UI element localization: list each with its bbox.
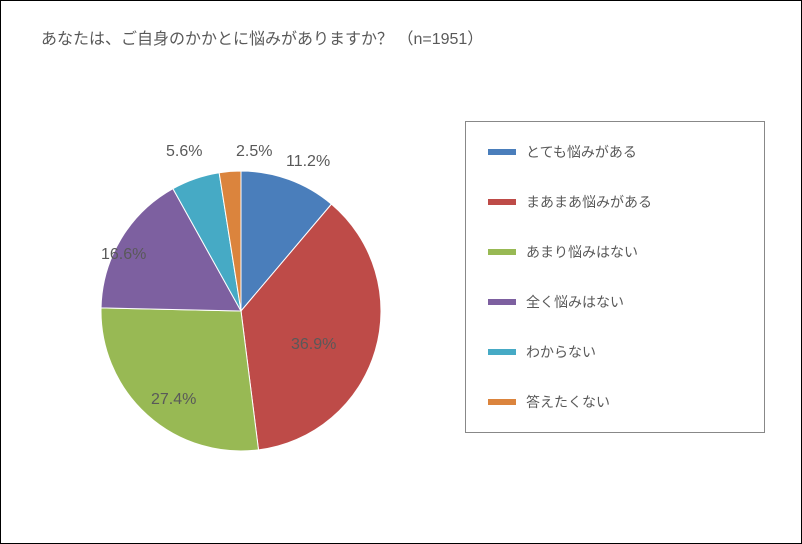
legend-item: 答えたくない bbox=[488, 392, 742, 412]
legend-swatch bbox=[488, 149, 516, 155]
legend-swatch bbox=[488, 399, 516, 405]
legend-label: まあまあ悩みがある bbox=[526, 192, 652, 212]
legend-item: わからない bbox=[488, 342, 742, 362]
legend-swatch bbox=[488, 199, 516, 205]
pie-chart: 11.2% 36.9% 27.4% 16.6% 5.6% 2.5% bbox=[61, 111, 421, 511]
pct-label: 27.4% bbox=[151, 391, 196, 409]
legend-swatch bbox=[488, 249, 516, 255]
pct-label: 2.5% bbox=[236, 143, 272, 161]
pct-label: 5.6% bbox=[166, 143, 202, 161]
legend-item: とても悩みがある bbox=[488, 142, 742, 162]
legend: とても悩みがあるまあまあ悩みがあるあまり悩みはない全く悩みはないわからない答えた… bbox=[465, 121, 765, 433]
pct-label: 16.6% bbox=[101, 246, 146, 264]
pct-label: 11.2% bbox=[286, 153, 330, 171]
legend-label: 全く悩みはない bbox=[526, 292, 624, 312]
legend-swatch bbox=[488, 299, 516, 305]
legend-label: あまり悩みはない bbox=[526, 242, 638, 262]
legend-item: あまり悩みはない bbox=[488, 242, 742, 262]
legend-item: まあまあ悩みがある bbox=[488, 192, 742, 212]
legend-item: 全く悩みはない bbox=[488, 292, 742, 312]
chart-frame: { "title": "あなたは、ご自身のかかとに悩みがありますか？ （n=19… bbox=[0, 0, 802, 544]
legend-swatch bbox=[488, 349, 516, 355]
pie-svg bbox=[101, 171, 381, 451]
pie-slice bbox=[101, 308, 259, 451]
legend-label: とても悩みがある bbox=[526, 142, 637, 162]
chart-title: あなたは、ご自身のかかとに悩みがありますか？ （n=1951） bbox=[41, 25, 483, 49]
legend-label: 答えたくない bbox=[526, 392, 610, 412]
legend-label: わからない bbox=[526, 342, 596, 362]
pct-label: 36.9% bbox=[291, 336, 336, 354]
